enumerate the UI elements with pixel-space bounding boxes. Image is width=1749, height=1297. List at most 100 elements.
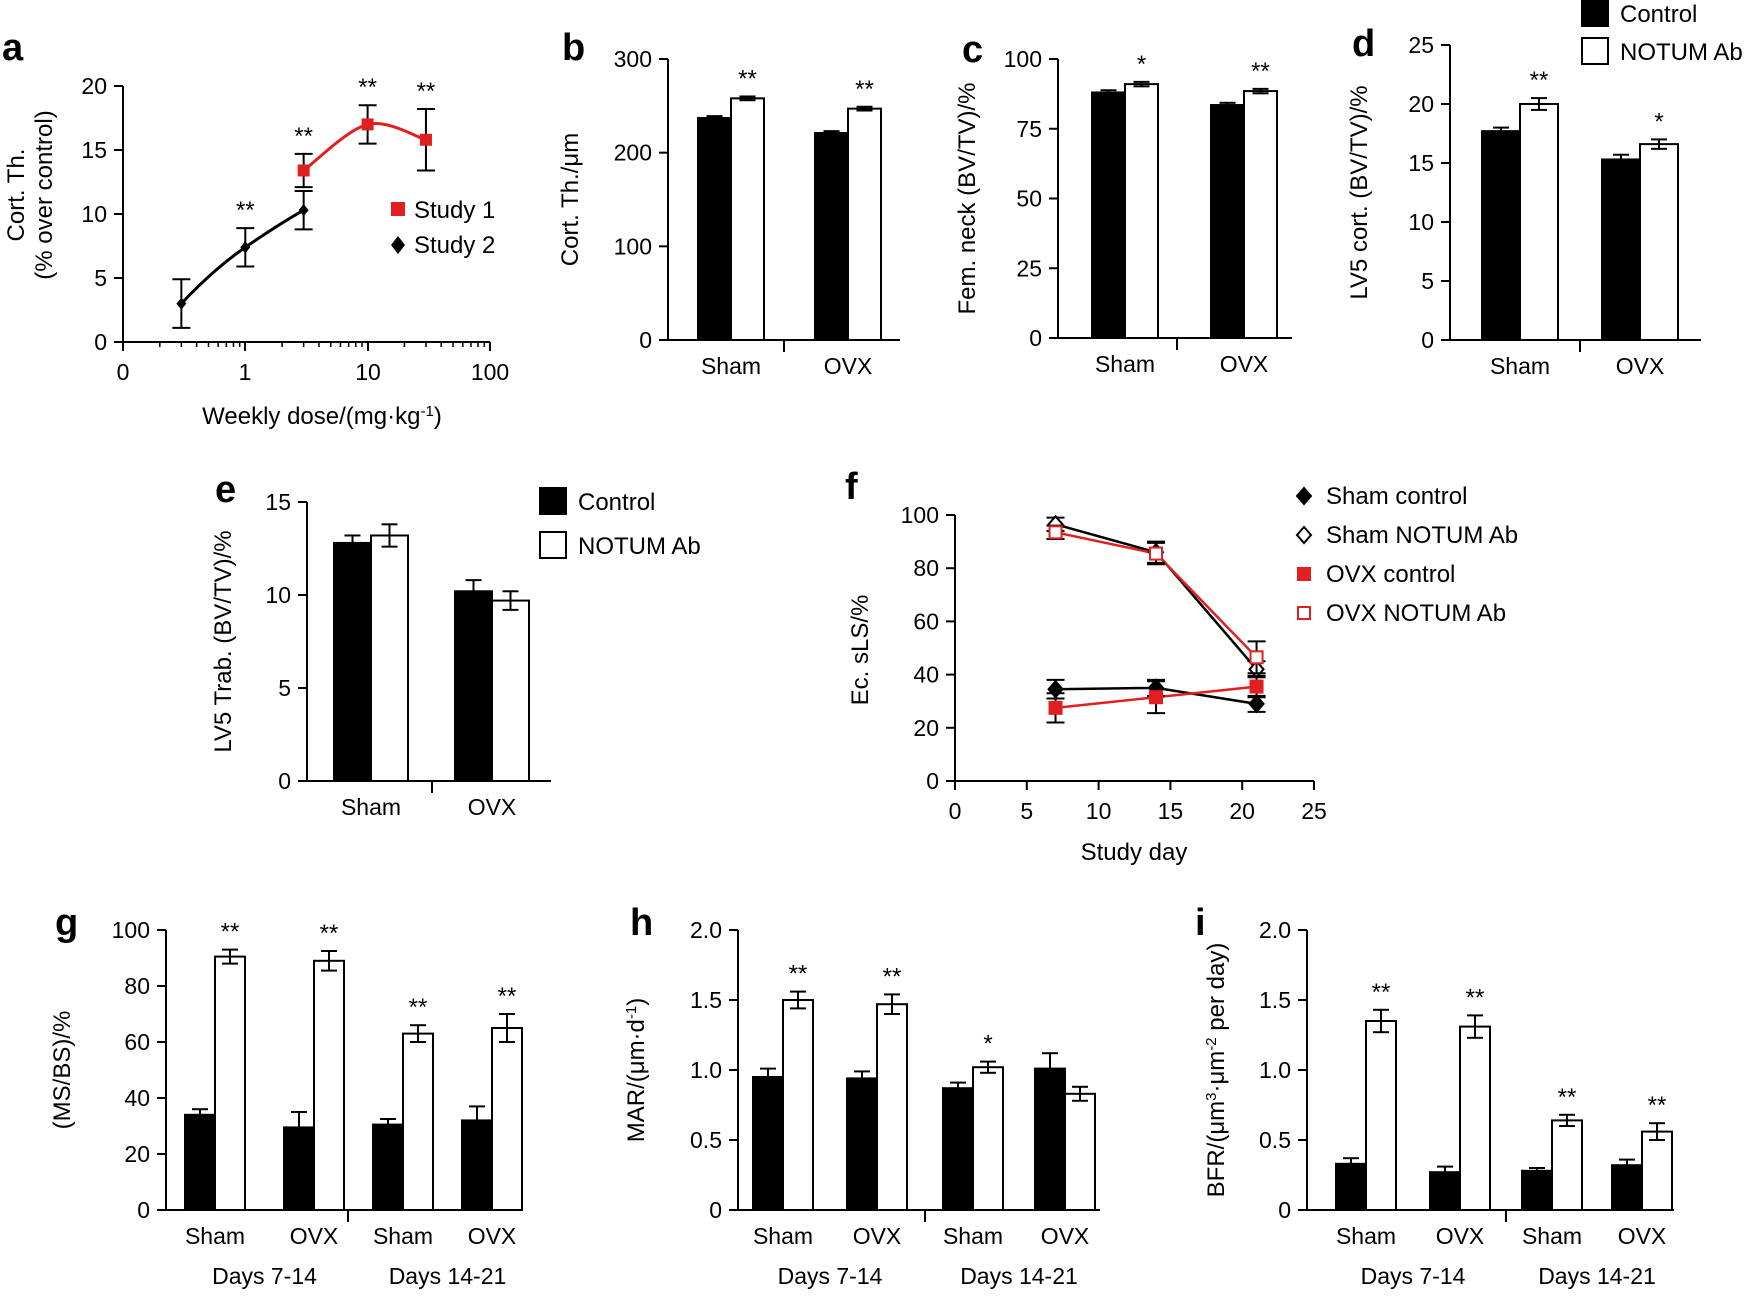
error-bar-notum-ab — [410, 1024, 426, 1043]
group-label: Days 14-21 — [389, 1263, 507, 1289]
panel-label-c: c — [962, 29, 983, 71]
legend-swatch-notum-ab — [1581, 37, 1609, 65]
y-tick-label: 0 — [926, 768, 939, 794]
significance-label: ** — [789, 961, 808, 988]
y-tick-label: 5 — [94, 265, 107, 291]
error-bar-notum-ab — [222, 948, 238, 965]
x-axis-label-text: Weekly dose/(mg·kg — [202, 403, 420, 430]
group-label: Days 14-21 — [1538, 1263, 1656, 1289]
point-ovx-notum-ab — [1149, 546, 1164, 561]
line-study-1 — [302, 121, 427, 172]
y-axis-label: Cort. Th./μm — [557, 133, 584, 266]
error-bar-notum-ab — [790, 990, 806, 1010]
y-tick-label: 5 — [1421, 268, 1434, 294]
bar-control — [814, 131, 849, 341]
y-tick-label: 100 — [614, 233, 652, 259]
error-bar-notum-ab — [980, 1060, 996, 1074]
y-tick-label: 80 — [913, 555, 939, 581]
y-axis-label: MAR/(μm·d-1) — [623, 998, 651, 1143]
error-bar-notum-ab — [1467, 1014, 1483, 1039]
panel-h: 0 0.5 1.0 1.5 2.0 ** Sham ** OVX * Sham OVX Days 7-1… — [623, 917, 1100, 1289]
bar-notum-ab — [1365, 1020, 1397, 1211]
bar-control — [697, 117, 732, 342]
y-tick-label: 10 — [81, 201, 107, 227]
error-bar-notum-ab — [884, 993, 900, 1015]
significance-label: ** — [855, 76, 874, 103]
category-label: OVX — [824, 353, 873, 379]
error-bar-control — [1529, 1167, 1545, 1175]
bar-control — [1481, 130, 1521, 341]
bar-notum-ab — [972, 1066, 1004, 1211]
y-tick-label: 2.0 — [690, 917, 722, 943]
y-tick-label: 100 — [112, 917, 150, 943]
x-tick-label: 0 — [117, 359, 130, 385]
legend-label: Sham NOTUM Ab — [1326, 522, 1518, 549]
y-tick-label: 20 — [124, 1141, 150, 1167]
bar-notum-ab — [1459, 1025, 1491, 1211]
significance-label: ** — [1251, 58, 1270, 85]
panel-label-a: a — [2, 27, 24, 69]
y-tick-label: 0 — [94, 329, 107, 355]
legend-marker-sham-notum-ab — [1295, 525, 1313, 545]
bar-control — [454, 590, 493, 783]
bar-control — [1335, 1162, 1367, 1212]
panel-label-d: d — [1352, 23, 1375, 65]
legend-swatch-control — [1581, 0, 1609, 27]
category-label: OVX — [1618, 1223, 1667, 1249]
category-label: Sham — [701, 353, 761, 379]
point-study-2 — [176, 297, 187, 310]
y-tick-label: 40 — [124, 1085, 150, 1111]
significance-label: ** — [1372, 979, 1391, 1006]
bar-notum-ab — [1519, 103, 1559, 341]
legend-label: OVX control — [1326, 561, 1455, 588]
y-tick-label: 0 — [1421, 327, 1434, 353]
y-axis-label-text: Cort. Th./μm — [557, 133, 584, 266]
bar-notum-ab — [313, 959, 345, 1211]
x-tick-label: 15 — [1158, 798, 1184, 824]
significance-label: ** — [1648, 1092, 1667, 1119]
category-label: OVX — [468, 1223, 517, 1249]
y-tick-label: 1.5 — [690, 987, 722, 1013]
error-bar-notum-ab — [1133, 80, 1150, 88]
bar-notum-ab — [1124, 83, 1159, 339]
error-bar-notum-ab — [1531, 97, 1547, 111]
error-bar-control — [706, 115, 723, 121]
error-bar-notum-ab — [1559, 1113, 1575, 1127]
x-tick-label: 10 — [355, 359, 381, 385]
bar-control — [1034, 1067, 1066, 1211]
error-bar-control — [1343, 1157, 1359, 1171]
y-tick-label: 25 — [1408, 32, 1434, 58]
point-ovx-notum-ab — [1048, 525, 1063, 540]
error-bar-control — [1613, 153, 1629, 166]
legend-marker-sham-control — [1295, 486, 1313, 506]
category-label: OVX — [1220, 351, 1269, 377]
significance-label: ** — [1530, 67, 1549, 94]
y-tick-label: 20 — [1408, 91, 1434, 117]
bar-notum-ab — [730, 97, 765, 341]
point-ovx-control — [1048, 700, 1063, 715]
bar-notum-ab — [402, 1032, 434, 1211]
y-tick-label: 40 — [913, 662, 939, 688]
category-label: OVX — [468, 794, 517, 820]
category-label: Sham — [1095, 351, 1155, 377]
y-axis-label-end: ) — [623, 998, 650, 1006]
y-axis-label-text: Fem. neck (BV/TV)/% — [954, 82, 981, 314]
y-tick-label: 100 — [901, 502, 939, 528]
x-tick-label: 10 — [1086, 798, 1112, 824]
bar-notum-ab — [847, 107, 882, 342]
point-study-1 — [361, 118, 374, 131]
y-tick-label: 1.0 — [690, 1057, 722, 1083]
panel-label-h: h — [630, 902, 653, 944]
y-tick-label: 0 — [137, 1197, 150, 1223]
error-bar-control — [950, 1081, 966, 1095]
bar-notum-ab — [876, 1003, 908, 1212]
y-axis-label: Cort. Th. — [3, 149, 30, 242]
legend-marker-ovx-control — [1297, 567, 1311, 581]
panel-label-i: i — [1195, 902, 1206, 944]
category-label: OVX — [290, 1223, 339, 1249]
y-tick-label: 50 — [1016, 186, 1042, 212]
point-ovx-control — [1149, 690, 1164, 705]
bar-notum-ab — [1641, 1130, 1673, 1211]
y-axis-label-text-2: (% over control) — [31, 110, 58, 279]
y-axis-label-sup: 3 — [1203, 1093, 1220, 1101]
